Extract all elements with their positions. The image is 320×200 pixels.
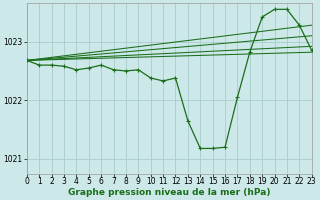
X-axis label: Graphe pression niveau de la mer (hPa): Graphe pression niveau de la mer (hPa) (68, 188, 270, 197)
